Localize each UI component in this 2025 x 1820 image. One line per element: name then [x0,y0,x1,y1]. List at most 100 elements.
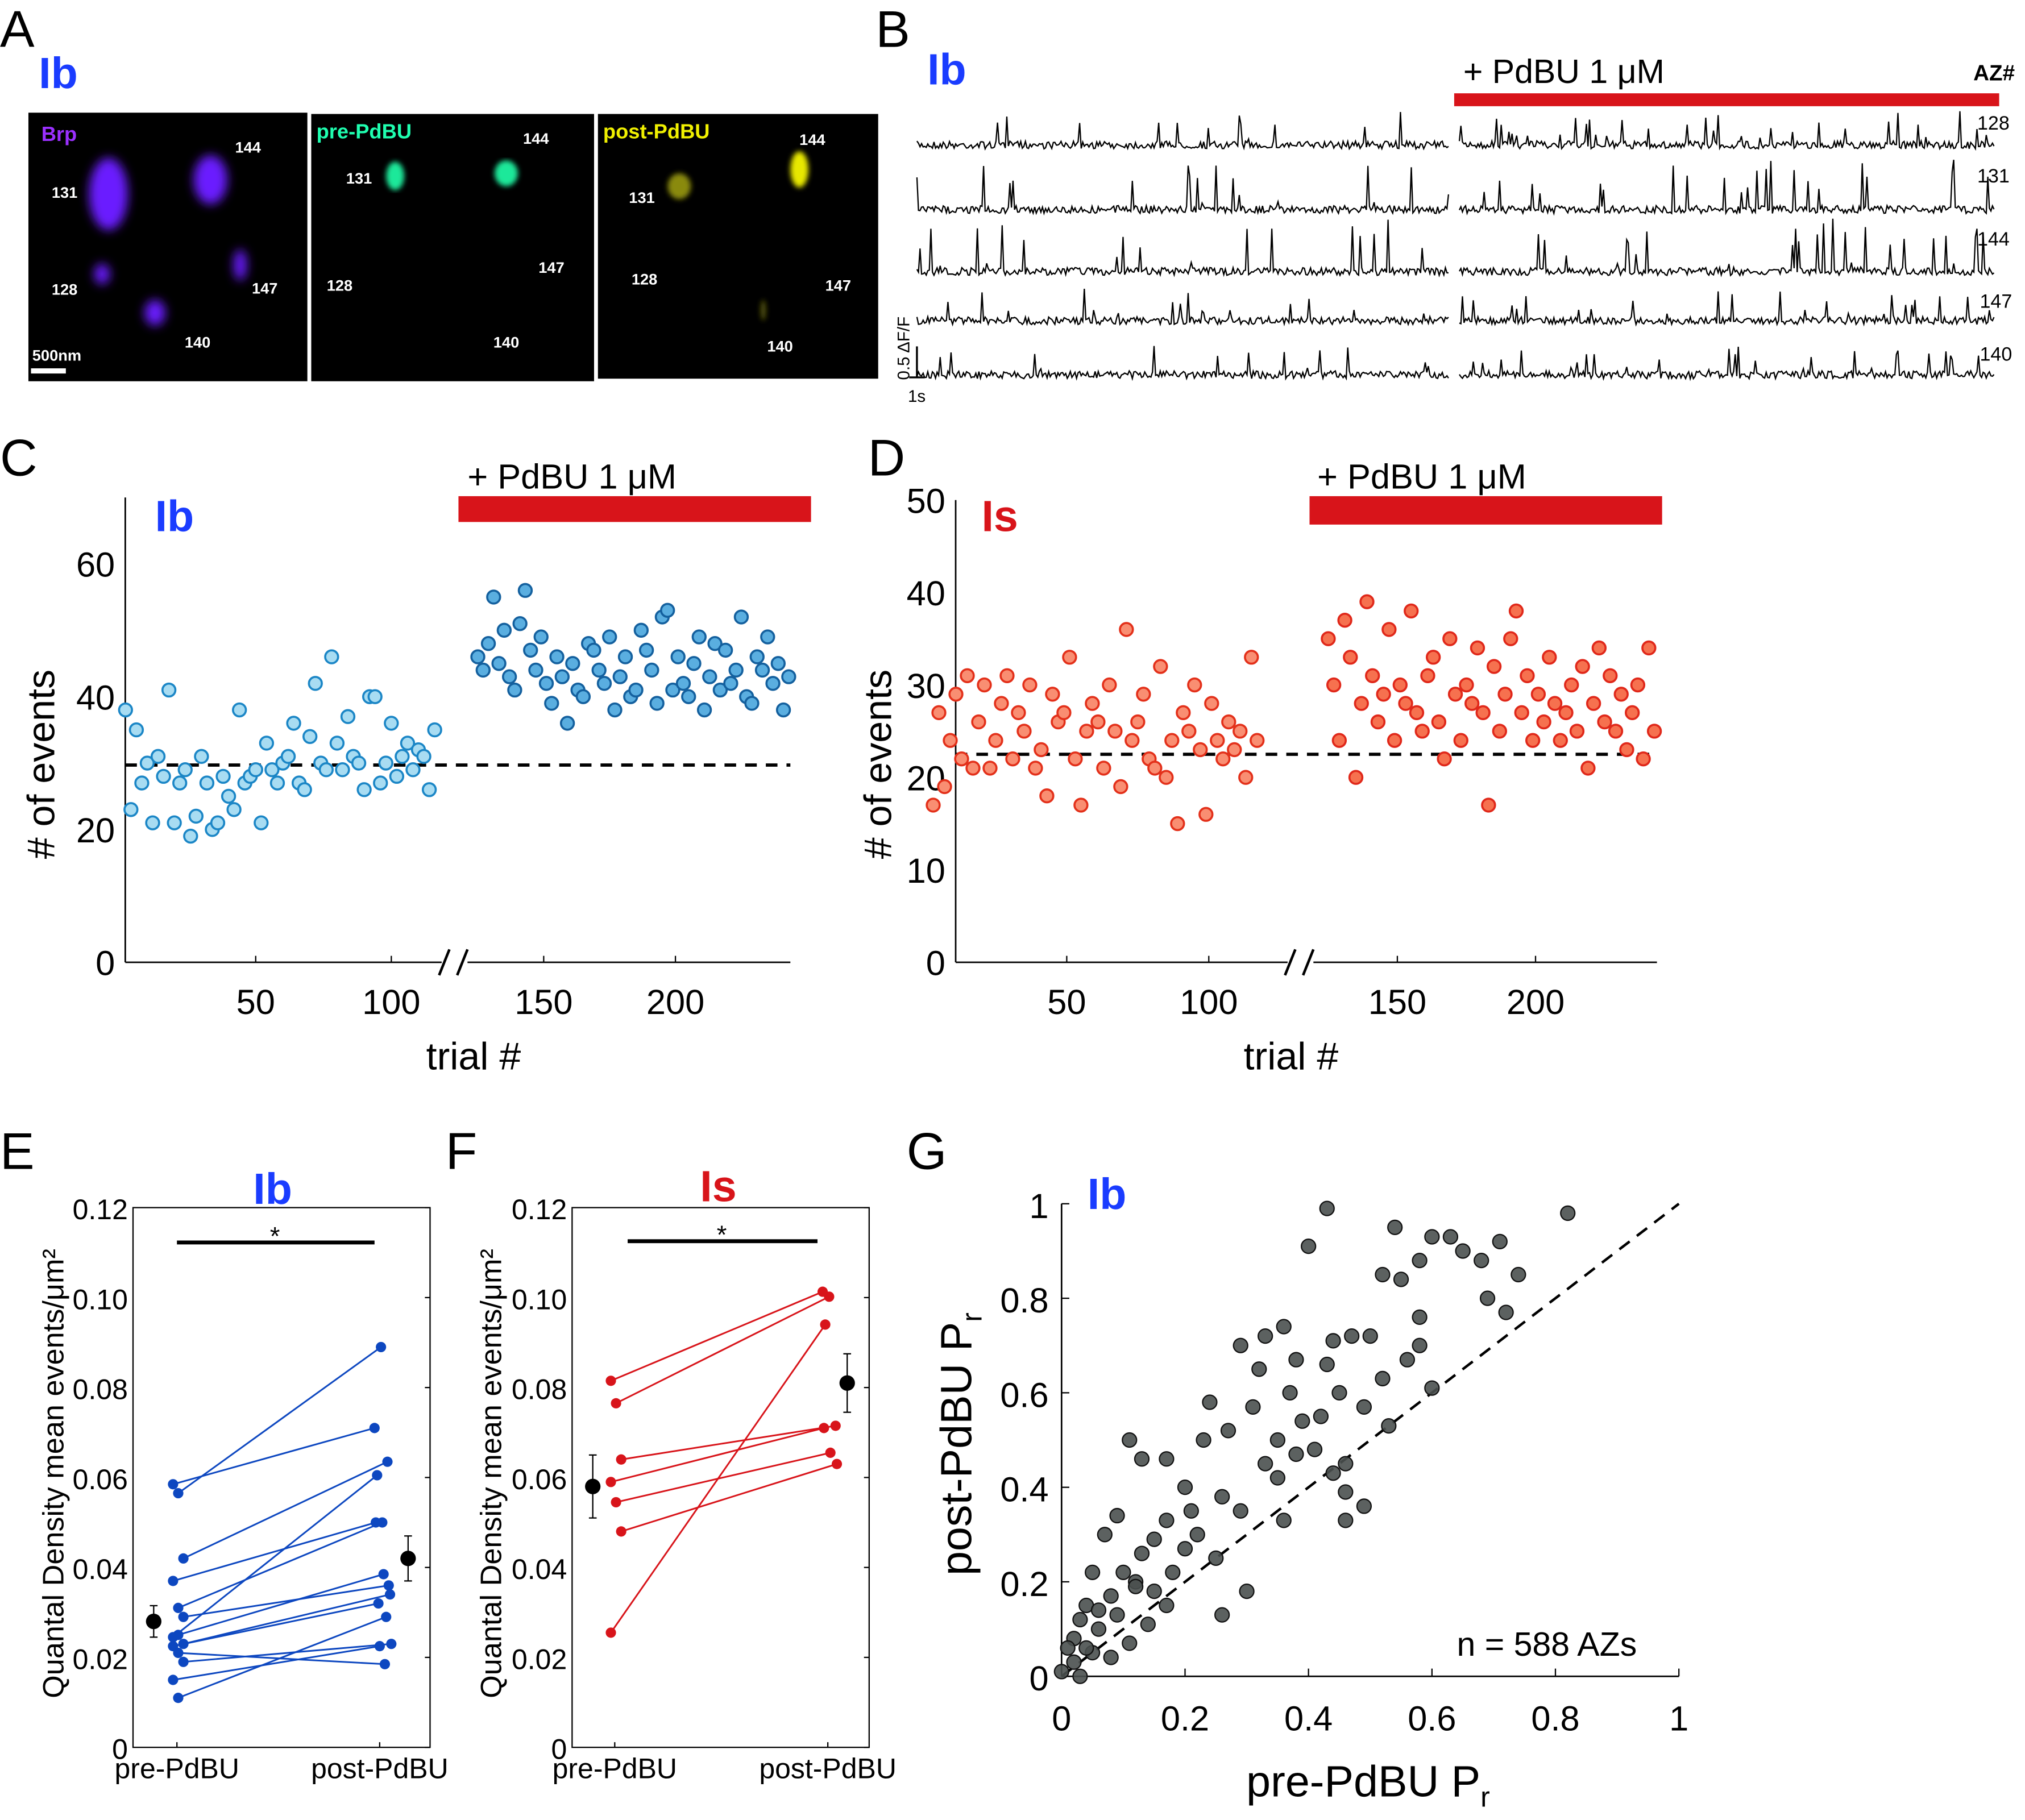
data-point [1239,1583,1255,1599]
x-tick-label: 0.6 [1408,1699,1456,1738]
channel-label-pre: pre-PdBU [317,120,412,143]
pre-data-point [395,749,410,764]
post-data-point [1321,631,1336,646]
x-tick-label: 50 [236,982,275,1021]
post-data-point [633,622,649,638]
post-data-point [1425,650,1441,665]
pre-data-point [1198,807,1214,822]
pre-data-point [123,802,139,817]
post-data-point [628,682,644,698]
pre-data-point [178,1656,189,1667]
pre-data-point [134,775,150,791]
pre-data-point [324,649,339,664]
data-point [1090,1621,1107,1637]
y-tick-label: 10 [907,851,945,890]
data-point [1269,1470,1286,1486]
data-point [1399,1352,1416,1368]
x-tick-label: 1 [1669,1699,1688,1738]
svg-text:pre-PdBU Pr: pre-PdBU Pr [1246,1757,1490,1813]
pair-line [183,1593,391,1645]
pre-data-point [427,722,442,738]
post-data-point [1525,733,1541,748]
post-data-point [1376,687,1391,702]
panel-label-g: G [907,1123,947,1180]
calcium-traces [916,111,1995,381]
az-label: 147 [252,279,277,297]
post-data-point [744,696,760,711]
scale-y-label: 0.5 ΔF/F [894,317,913,380]
x-tick-label: pre-PdBU [115,1753,239,1785]
pre-data-point [931,705,947,721]
pre-data-point [302,729,318,744]
pre-data-point [269,775,285,791]
data-point [1072,1611,1088,1628]
data-point [1319,1356,1335,1373]
pre-data-point [1250,733,1265,748]
pre-data-point [280,749,296,764]
post-data-point [1558,705,1574,721]
panel-d-chart: Is + PdBU 1 μM trial # # of events 0 10 20… [856,456,1662,1078]
x-tick-label: 0.2 [1161,1699,1209,1738]
data-point [1442,1229,1459,1245]
pair-line [177,1616,387,1699]
post-data-point [575,689,591,704]
post-data-point [670,649,686,664]
y-tick-label: 0.10 [73,1283,128,1315]
mean-marker [839,1375,855,1391]
type-label-ib: Ib [253,1165,292,1214]
pre-data-point [1176,705,1191,721]
pre-data-point [1062,650,1077,665]
az-label: 131 [629,189,654,206]
post-data-point [1392,677,1408,693]
pre-data-point [988,733,1003,748]
post-data-point [383,1580,394,1591]
post-data-point [602,629,617,645]
post-data-point [1431,714,1447,730]
post-data-point [378,1569,389,1580]
x-tick-label: 150 [514,982,572,1021]
post-data-point [507,682,522,698]
pair-line [172,1474,378,1638]
data-point [1338,1456,1354,1472]
pre-data-point [1130,714,1146,730]
az-row-label: 144 [1977,228,2010,250]
trace-az-140 [916,346,1449,381]
post-data-point [754,662,770,678]
data-point [1103,1588,1119,1604]
pair-line [172,1522,376,1582]
post-data-point [1625,705,1640,721]
y-tick-label: 40 [907,574,945,613]
post-data-point [617,649,633,664]
channel-label-post: post-PdBU [603,120,710,143]
trace-az-147 [916,289,1449,327]
pre-data-point [965,761,981,776]
mean-marker [400,1551,416,1566]
y-tick-label: 40 [76,678,115,717]
data-point [1053,1664,1069,1680]
type-label-is: Is [981,492,1018,541]
post-data-point [665,682,680,698]
post-data-point [379,1659,391,1669]
data-point [1220,1423,1236,1439]
data-point [1177,1480,1193,1495]
pre-data-point [400,736,416,751]
pre-data-point [405,762,421,778]
x-axis-label: trial # [426,1035,521,1078]
data-point [1097,1527,1113,1543]
y-tick-label: 0.08 [73,1374,128,1406]
data-point [1165,1564,1181,1580]
data-point [1375,1266,1391,1283]
data-point [1090,1602,1107,1618]
post-data-point [1387,733,1402,748]
data-point [1127,1578,1144,1594]
image-brp: Brp 131 144 128 147 140 500nm [28,113,308,381]
post-data-point [819,1423,829,1433]
pre-data-point [161,682,177,698]
pre-data-point [150,749,166,764]
pre-data-point [926,797,941,813]
post-data-point [1420,668,1435,683]
scale-bar [31,368,66,374]
pre-data-point [1011,705,1026,721]
x-axis-subscript: r [1480,1781,1490,1813]
post-data-point [820,1319,831,1330]
